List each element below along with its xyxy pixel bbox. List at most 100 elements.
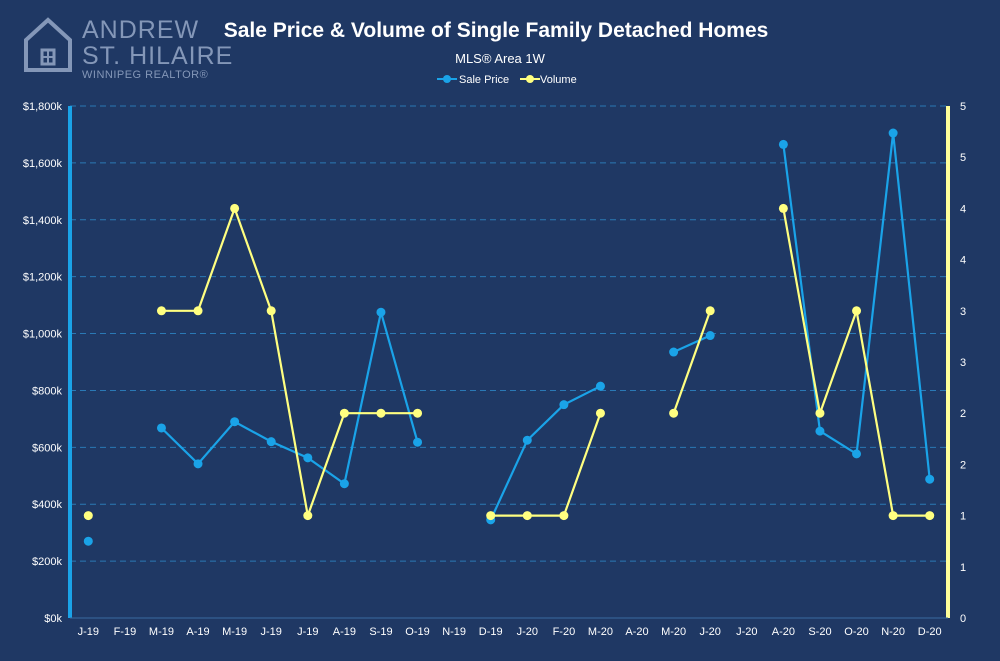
- series-line: [673, 334, 711, 354]
- data-point: [815, 426, 825, 436]
- x-tick-label: A-19: [186, 626, 209, 638]
- legend-label-sale-price: Sale Price: [459, 74, 509, 86]
- x-tick-label: S-20: [808, 626, 831, 638]
- series-0: [83, 128, 935, 546]
- data-point: [669, 408, 679, 418]
- x-tick-label: N-19: [442, 626, 466, 638]
- data-point: [852, 306, 862, 316]
- data-point: [486, 511, 496, 521]
- data-point: [83, 511, 93, 521]
- data-point: [852, 449, 862, 459]
- data-point: [376, 408, 386, 418]
- logo-line2: ST. HILAIRE: [82, 42, 233, 70]
- logo-line3: WINNIPEG REALTOR®: [82, 69, 208, 81]
- x-tick-label: M-20: [588, 626, 613, 638]
- x-tick-label: J-20: [736, 626, 757, 638]
- left-tick-label: $1,000k: [23, 329, 63, 341]
- series-line: [782, 132, 931, 480]
- data-point: [339, 408, 349, 418]
- data-point: [303, 453, 313, 463]
- chart-title: Sale Price & Volume of Single Family Det…: [224, 19, 769, 42]
- series-line: [489, 385, 601, 521]
- x-tick-label: A-19: [333, 626, 356, 638]
- x-tick-label: J-20: [517, 626, 538, 638]
- data-point: [559, 511, 569, 521]
- x-tick-label: O-19: [405, 626, 429, 638]
- data-point: [230, 417, 240, 427]
- axis-layer: $0k $200k $400k $600k $800k $1,000k $1,200k $1,…: [23, 101, 966, 638]
- data-point: [522, 435, 532, 445]
- data-point: [339, 479, 349, 489]
- grid-layer: [70, 105, 948, 562]
- data-point: [815, 408, 825, 418]
- x-tick-label: J-19: [297, 626, 318, 638]
- data-point: [705, 306, 715, 316]
- left-tick-label: $600k: [32, 442, 62, 454]
- x-tick-label: N-20: [881, 626, 905, 638]
- left-tick-label: $0k: [44, 613, 62, 625]
- x-tick-label: M-19: [222, 626, 247, 638]
- data-point: [193, 306, 203, 316]
- right-tick-label: 5: [960, 152, 966, 164]
- right-tick-label: 0: [960, 613, 966, 625]
- data-point: [193, 459, 203, 469]
- data-point: [156, 423, 166, 433]
- right-tick-label: 4: [960, 255, 966, 267]
- series-line: [490, 412, 602, 517]
- data-point: [230, 203, 240, 213]
- data-point: [888, 511, 898, 521]
- legend-item-sale-price: Sale Price: [437, 74, 509, 86]
- x-tick-label: M-19: [149, 626, 174, 638]
- series-line: [160, 311, 419, 486]
- left-tick-label: $800k: [32, 385, 62, 397]
- right-tick-label: 4: [960, 203, 966, 215]
- x-tick-label: S-19: [369, 626, 392, 638]
- right-tick-label: 2: [960, 408, 966, 420]
- right-tick-label: 3: [960, 306, 966, 318]
- logo-line1: ANDREW: [82, 16, 199, 44]
- x-tick-label: J-19: [261, 626, 282, 638]
- data-point: [266, 437, 276, 447]
- x-tick-label: D-20: [918, 626, 942, 638]
- logo: ANDREW ST. HILAIRE WINNIPEG REALTOR®: [24, 16, 233, 81]
- left-tick-label: $1,200k: [23, 272, 63, 284]
- data-point: [705, 331, 715, 341]
- left-tick-label: $1,600k: [23, 158, 63, 170]
- left-tick-label: $400k: [32, 499, 62, 511]
- left-tick-label: $1,400k: [23, 215, 63, 227]
- data-point: [778, 139, 788, 149]
- data-point: [595, 381, 605, 391]
- series-1: [83, 203, 935, 521]
- data-point: [669, 347, 679, 357]
- x-tick-label: A-20: [625, 626, 648, 638]
- x-tick-label: M-20: [661, 626, 686, 638]
- right-tick-label: 3: [960, 357, 966, 369]
- x-tick-label: D-19: [479, 626, 503, 638]
- x-tick-label: A-20: [772, 626, 795, 638]
- data-point: [888, 128, 898, 138]
- right-tick-label: 1: [960, 562, 966, 574]
- left-tick-label: $200k: [32, 556, 62, 568]
- data-point: [559, 400, 569, 410]
- right-tick-label: 1: [960, 511, 966, 523]
- series-line: [672, 310, 712, 414]
- data-point: [376, 307, 386, 317]
- x-tick-label: O-20: [844, 626, 868, 638]
- x-tick-label: J-19: [78, 626, 99, 638]
- x-tick-label: F-19: [114, 626, 137, 638]
- x-tick-label: J-20: [700, 626, 721, 638]
- right-tick-label: 5: [960, 101, 966, 113]
- legend: Sale Price Volume: [437, 74, 577, 86]
- data-point: [303, 511, 313, 521]
- data-point: [156, 306, 166, 316]
- x-tick-label: F-20: [553, 626, 576, 638]
- data-point: [413, 408, 423, 418]
- data-point: [413, 437, 423, 447]
- left-tick-label: $1,800k: [23, 101, 63, 113]
- data-point: [778, 203, 788, 213]
- data-point: [925, 511, 935, 521]
- right-tick-label: 2: [960, 459, 966, 471]
- series-layer: [83, 128, 935, 546]
